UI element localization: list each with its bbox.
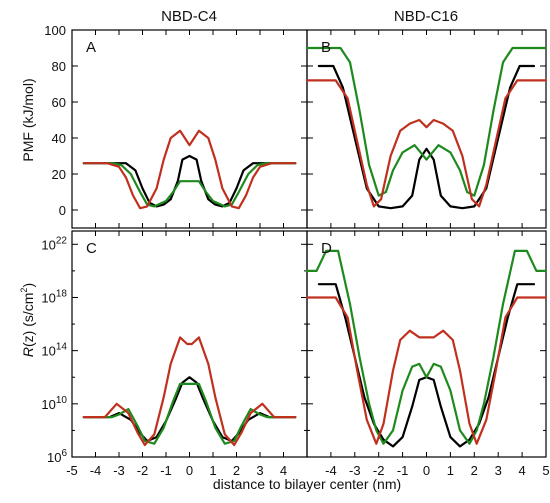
- series-line-1: [317, 64, 536, 210]
- y-tick-label-base: 10: [41, 290, 55, 305]
- col-title-right: NBD-C16: [394, 8, 458, 25]
- x-axis-title: distance to bilayer center (nm): [213, 476, 401, 492]
- y-tick-label: 20: [52, 167, 66, 182]
- x-tick-label: 4: [518, 463, 525, 478]
- y-tick-label-exponent: 18: [56, 288, 68, 299]
- series-line-1: [82, 376, 297, 443]
- x-tick-label: -1: [160, 463, 172, 478]
- series-line-2: [82, 162, 297, 208]
- x-tick-label: 5: [542, 463, 549, 478]
- y-tick-label: 40: [52, 131, 66, 146]
- col-title-left: NBD-C4: [161, 8, 217, 25]
- y-tick-label-base: 10: [41, 397, 55, 412]
- y-tick-label: 1010: [41, 395, 67, 412]
- y-axis-title-bottom-close: ): [20, 283, 36, 288]
- series-line-3: [82, 129, 297, 210]
- y-tick-label: 1014: [41, 342, 67, 359]
- x-tick-label: -3: [113, 463, 125, 478]
- x-tick-label: 3: [256, 463, 263, 478]
- y-tick-label: 100: [44, 23, 66, 38]
- y-tick-label-exponent: 6: [61, 448, 67, 459]
- y-axis-title-top: PMF (kJ/mol): [20, 78, 36, 161]
- x-tick-label: 2: [471, 463, 478, 478]
- y-tick-label-exponent: 10: [56, 395, 68, 406]
- series-line-1: [82, 154, 297, 208]
- y-tick-label: 1018: [41, 288, 67, 305]
- x-tick-label: -4: [325, 463, 337, 478]
- x-tick-label: -1: [397, 463, 409, 478]
- y-tick-label-exponent: 22: [56, 235, 68, 246]
- y-tick-label: 0: [59, 203, 66, 218]
- panel-letter: D: [321, 240, 332, 257]
- y-tick-label-base: 10: [47, 450, 61, 465]
- x-tick-label: -5: [66, 463, 78, 478]
- y-tick-label: 106: [47, 448, 67, 465]
- x-tick-label: 1: [209, 463, 216, 478]
- series-line-3: [82, 336, 297, 447]
- y-tick-label: 80: [52, 59, 66, 74]
- panel-letter: B: [321, 39, 331, 56]
- panel-a: 0 20 40 60 80 100 A: [44, 23, 308, 229]
- series-line-3: [305, 296, 548, 445]
- x-tick-label: 1: [447, 463, 454, 478]
- x-tick-label: -4: [90, 463, 102, 478]
- panel-d: -4 -3 -2 -1 0 1 2 3 4 5 D: [305, 230, 550, 478]
- panel-letter: A: [86, 39, 96, 56]
- y-axis-title-bottom-rest: (z) (s/cm: [20, 293, 36, 347]
- y-axis-title-bottom-sup: 2: [19, 288, 29, 293]
- x-tick-label: -3: [349, 463, 361, 478]
- panel-frame: [306, 29, 547, 229]
- series-line-2: [305, 249, 548, 445]
- y-axis-title-bottom: R(z) (s/cm2): [19, 283, 36, 357]
- y-tick-label-base: 10: [41, 237, 55, 252]
- series-line-2: [305, 46, 548, 197]
- x-tick-label: 0: [186, 463, 193, 478]
- x-tick-label: -2: [137, 463, 149, 478]
- panel-frame: [306, 230, 547, 458]
- y-tick-label: 60: [52, 95, 66, 110]
- x-tick-label: 0: [423, 463, 430, 478]
- y-tick-label-base: 10: [41, 344, 55, 359]
- y-tick-label: 1022: [41, 235, 67, 252]
- y-axis-title-bottom-italic: R: [20, 347, 36, 357]
- panel-letter: C: [86, 240, 97, 257]
- x-tick-label: 4: [280, 463, 287, 478]
- series-line-2: [82, 382, 297, 445]
- y-tick-label-exponent: 14: [56, 342, 68, 353]
- x-tick-label: 3: [495, 463, 502, 478]
- panel-frame: [71, 29, 308, 229]
- series-line-3: [305, 79, 548, 208]
- x-tick-label: 2: [233, 463, 240, 478]
- x-tick-label: -2: [373, 463, 385, 478]
- panel-b: B: [305, 29, 548, 229]
